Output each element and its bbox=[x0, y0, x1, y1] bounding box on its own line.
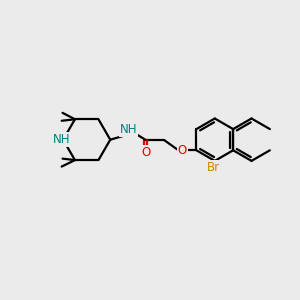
Text: NH: NH bbox=[53, 133, 70, 146]
Text: NH: NH bbox=[120, 123, 137, 136]
Text: Br: Br bbox=[207, 161, 220, 174]
Text: O: O bbox=[178, 144, 187, 157]
Text: O: O bbox=[141, 146, 150, 159]
